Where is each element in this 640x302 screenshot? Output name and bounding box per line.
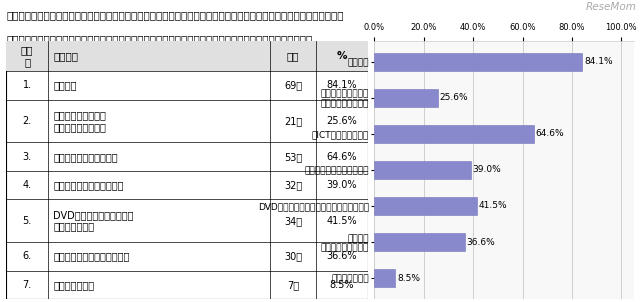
Text: 32人: 32人 (284, 180, 302, 190)
Bar (374, 88, 438, 107)
Bar (374, 269, 396, 287)
Text: タブレットパソコン
（可動式パソコン）: タブレットパソコン （可動式パソコン） (53, 110, 106, 132)
Text: 36.6%: 36.6% (467, 238, 495, 247)
Text: 84.1%: 84.1% (326, 80, 357, 90)
Text: 8.5%: 8.5% (397, 274, 420, 283)
Text: パソコン: パソコン (53, 80, 77, 90)
Text: 8.5%: 8.5% (330, 280, 354, 290)
Text: （ＩＣＴ）プロジェクタ: （ＩＣＴ）プロジェクタ (53, 152, 118, 162)
Text: 64.6%: 64.6% (326, 152, 357, 162)
Text: 39.0%: 39.0% (326, 180, 357, 190)
Text: 53人: 53人 (284, 152, 302, 162)
Bar (374, 53, 582, 71)
Text: 64.6%: 64.6% (536, 129, 564, 138)
Text: ReseMom: ReseMom (586, 2, 637, 11)
Text: 2.: 2. (22, 116, 32, 126)
Text: 6.: 6. (22, 251, 32, 261)
Text: 7人: 7人 (287, 280, 299, 290)
Text: 21人: 21人 (284, 116, 302, 126)
Text: 1.: 1. (22, 80, 32, 90)
Text: 25.6%: 25.6% (326, 116, 357, 126)
Text: 41.5%: 41.5% (326, 216, 357, 226)
Text: うち、都立高校に配備されていることをこのアンケート以前から御存知のものはどれですか（複数選択可）。: うち、都立高校に配備されていることをこのアンケート以前から御存知のものはどれです… (6, 35, 313, 45)
Text: 69人: 69人 (284, 80, 302, 90)
Text: 4.: 4. (22, 180, 32, 190)
Bar (374, 161, 470, 179)
Bar (374, 197, 477, 215)
Text: 41.5%: 41.5% (479, 201, 508, 210)
Text: どれも知らない: どれも知らない (53, 280, 95, 290)
Bar (374, 233, 465, 251)
Text: 7.: 7. (22, 280, 32, 290)
Text: 電子黒板（電子情報ボード）: 電子黒板（電子情報ボード） (53, 251, 130, 261)
Text: 25.6%: 25.6% (440, 93, 468, 102)
Text: 実物投影機（書画カメラ）: 実物投影機（書画カメラ） (53, 180, 124, 190)
Text: 回答内容: 回答内容 (53, 51, 79, 61)
Text: 問２　都立高校に配備しているＩＣＴ機器は学校によっても異なりますが、主なものとして下記のものがあります。この: 問２ 都立高校に配備しているＩＣＴ機器は学校によっても異なりますが、主なものとし… (6, 10, 344, 20)
Text: DVD（ブルーレイ）ドライ
ブ・プレーヤー: DVD（ブルーレイ）ドライ ブ・プレーヤー (53, 210, 134, 232)
Bar (374, 125, 534, 143)
Text: 36.6%: 36.6% (326, 251, 357, 261)
Text: 34人: 34人 (284, 216, 302, 226)
Text: 5.: 5. (22, 216, 32, 226)
Text: 3.: 3. (22, 152, 32, 162)
Bar (6, 41, 368, 71)
Text: 人数: 人数 (287, 51, 300, 61)
Text: 選択
肢: 選択 肢 (21, 45, 33, 67)
Text: %: % (337, 51, 347, 61)
Text: 30人: 30人 (284, 251, 302, 261)
Text: 84.1%: 84.1% (584, 57, 612, 66)
Text: 39.0%: 39.0% (473, 165, 501, 174)
